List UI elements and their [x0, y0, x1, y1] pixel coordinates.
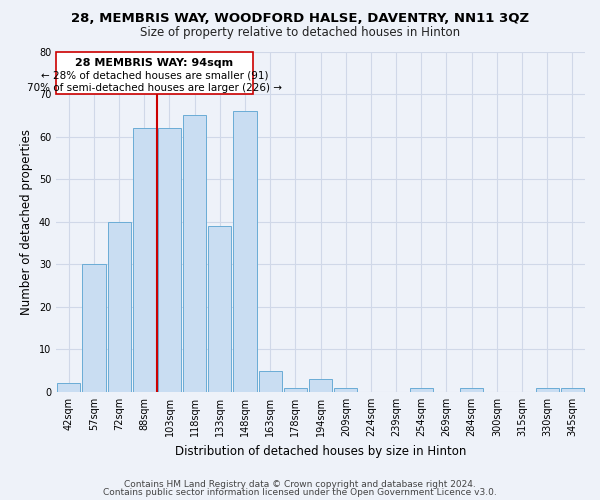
Y-axis label: Number of detached properties: Number of detached properties — [20, 128, 34, 314]
Bar — [183, 116, 206, 392]
Bar — [259, 370, 282, 392]
Bar — [309, 379, 332, 392]
Bar — [57, 384, 80, 392]
Bar — [107, 222, 131, 392]
Bar — [460, 388, 483, 392]
Bar — [284, 388, 307, 392]
Bar — [208, 226, 232, 392]
Bar — [536, 388, 559, 392]
Text: 70% of semi-detached houses are larger (226) →: 70% of semi-detached houses are larger (… — [27, 84, 282, 94]
Text: Contains public sector information licensed under the Open Government Licence v3: Contains public sector information licen… — [103, 488, 497, 497]
Text: Size of property relative to detached houses in Hinton: Size of property relative to detached ho… — [140, 26, 460, 39]
Bar — [233, 111, 257, 392]
Bar — [561, 388, 584, 392]
Bar — [334, 388, 358, 392]
Text: 28, MEMBRIS WAY, WOODFORD HALSE, DAVENTRY, NN11 3QZ: 28, MEMBRIS WAY, WOODFORD HALSE, DAVENTR… — [71, 12, 529, 26]
Text: 28 MEMBRIS WAY: 94sqm: 28 MEMBRIS WAY: 94sqm — [75, 58, 233, 68]
Text: Contains HM Land Registry data © Crown copyright and database right 2024.: Contains HM Land Registry data © Crown c… — [124, 480, 476, 489]
FancyBboxPatch shape — [56, 52, 253, 94]
Bar — [158, 128, 181, 392]
Bar — [82, 264, 106, 392]
Bar — [133, 128, 156, 392]
Bar — [410, 388, 433, 392]
Text: ← 28% of detached houses are smaller (91): ← 28% of detached houses are smaller (91… — [41, 70, 268, 81]
X-axis label: Distribution of detached houses by size in Hinton: Distribution of detached houses by size … — [175, 444, 466, 458]
